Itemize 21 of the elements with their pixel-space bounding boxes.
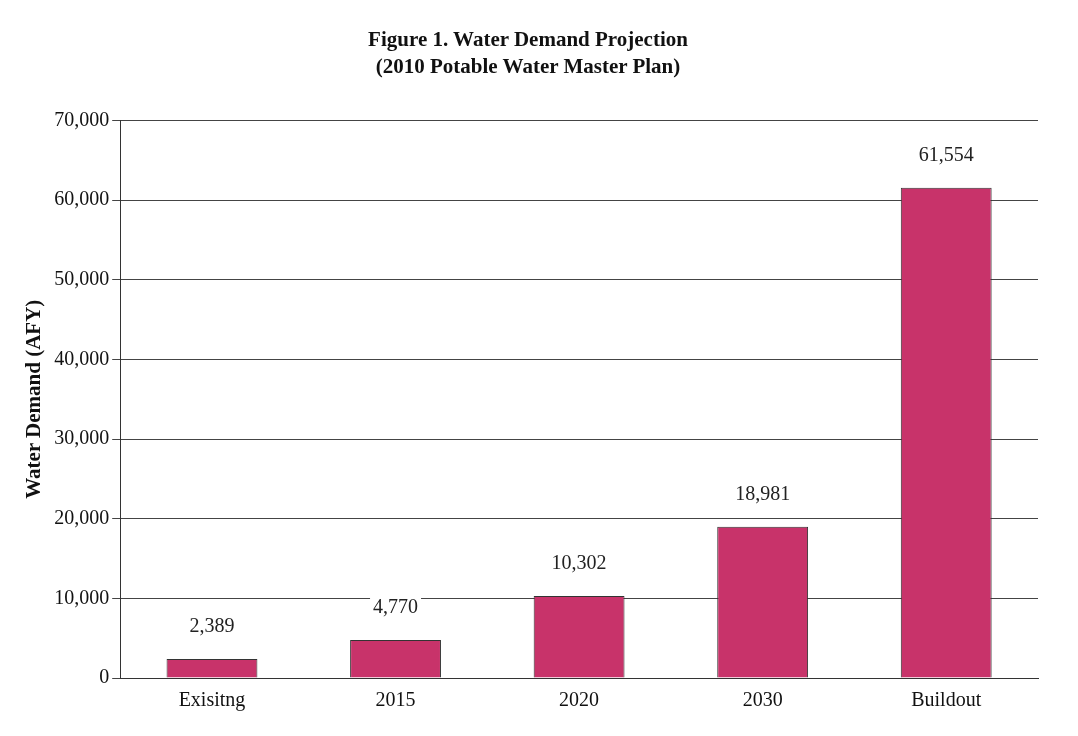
y-tick-label: 10,000 [54, 585, 110, 608]
data-label: 2,389 [189, 614, 235, 637]
y-tick-label: 50,000 [54, 266, 110, 289]
x-tick-label: Exisitng [178, 688, 246, 712]
chart-title: Figure 1. Water Demand Projection [368, 27, 689, 52]
chart-subtitle: (2010 Potable Water Master Plan) [375, 54, 681, 79]
x-tick-label: 2020 [559, 688, 600, 711]
y-tick-label: 20,000 [54, 505, 110, 528]
y-tick-label: 40,000 [54, 346, 110, 369]
y-tick-label: 30,000 [54, 426, 110, 449]
data-label: 4,770 [373, 595, 419, 618]
data-label: 10,302 [551, 551, 607, 574]
y-axis-title: Water Demand (AFY) [21, 299, 46, 499]
data-label: 61,554 [918, 142, 974, 165]
x-tick-label: 2030 [742, 688, 783, 711]
data-label: 18,981 [735, 482, 791, 505]
x-tick-label: Buildout [911, 688, 982, 711]
y-tick-label: 70,000 [54, 107, 110, 130]
y-tick-label: 60,000 [54, 187, 110, 210]
y-tick-label: 0 [99, 665, 110, 688]
x-tick-label: 2015 [375, 688, 416, 711]
